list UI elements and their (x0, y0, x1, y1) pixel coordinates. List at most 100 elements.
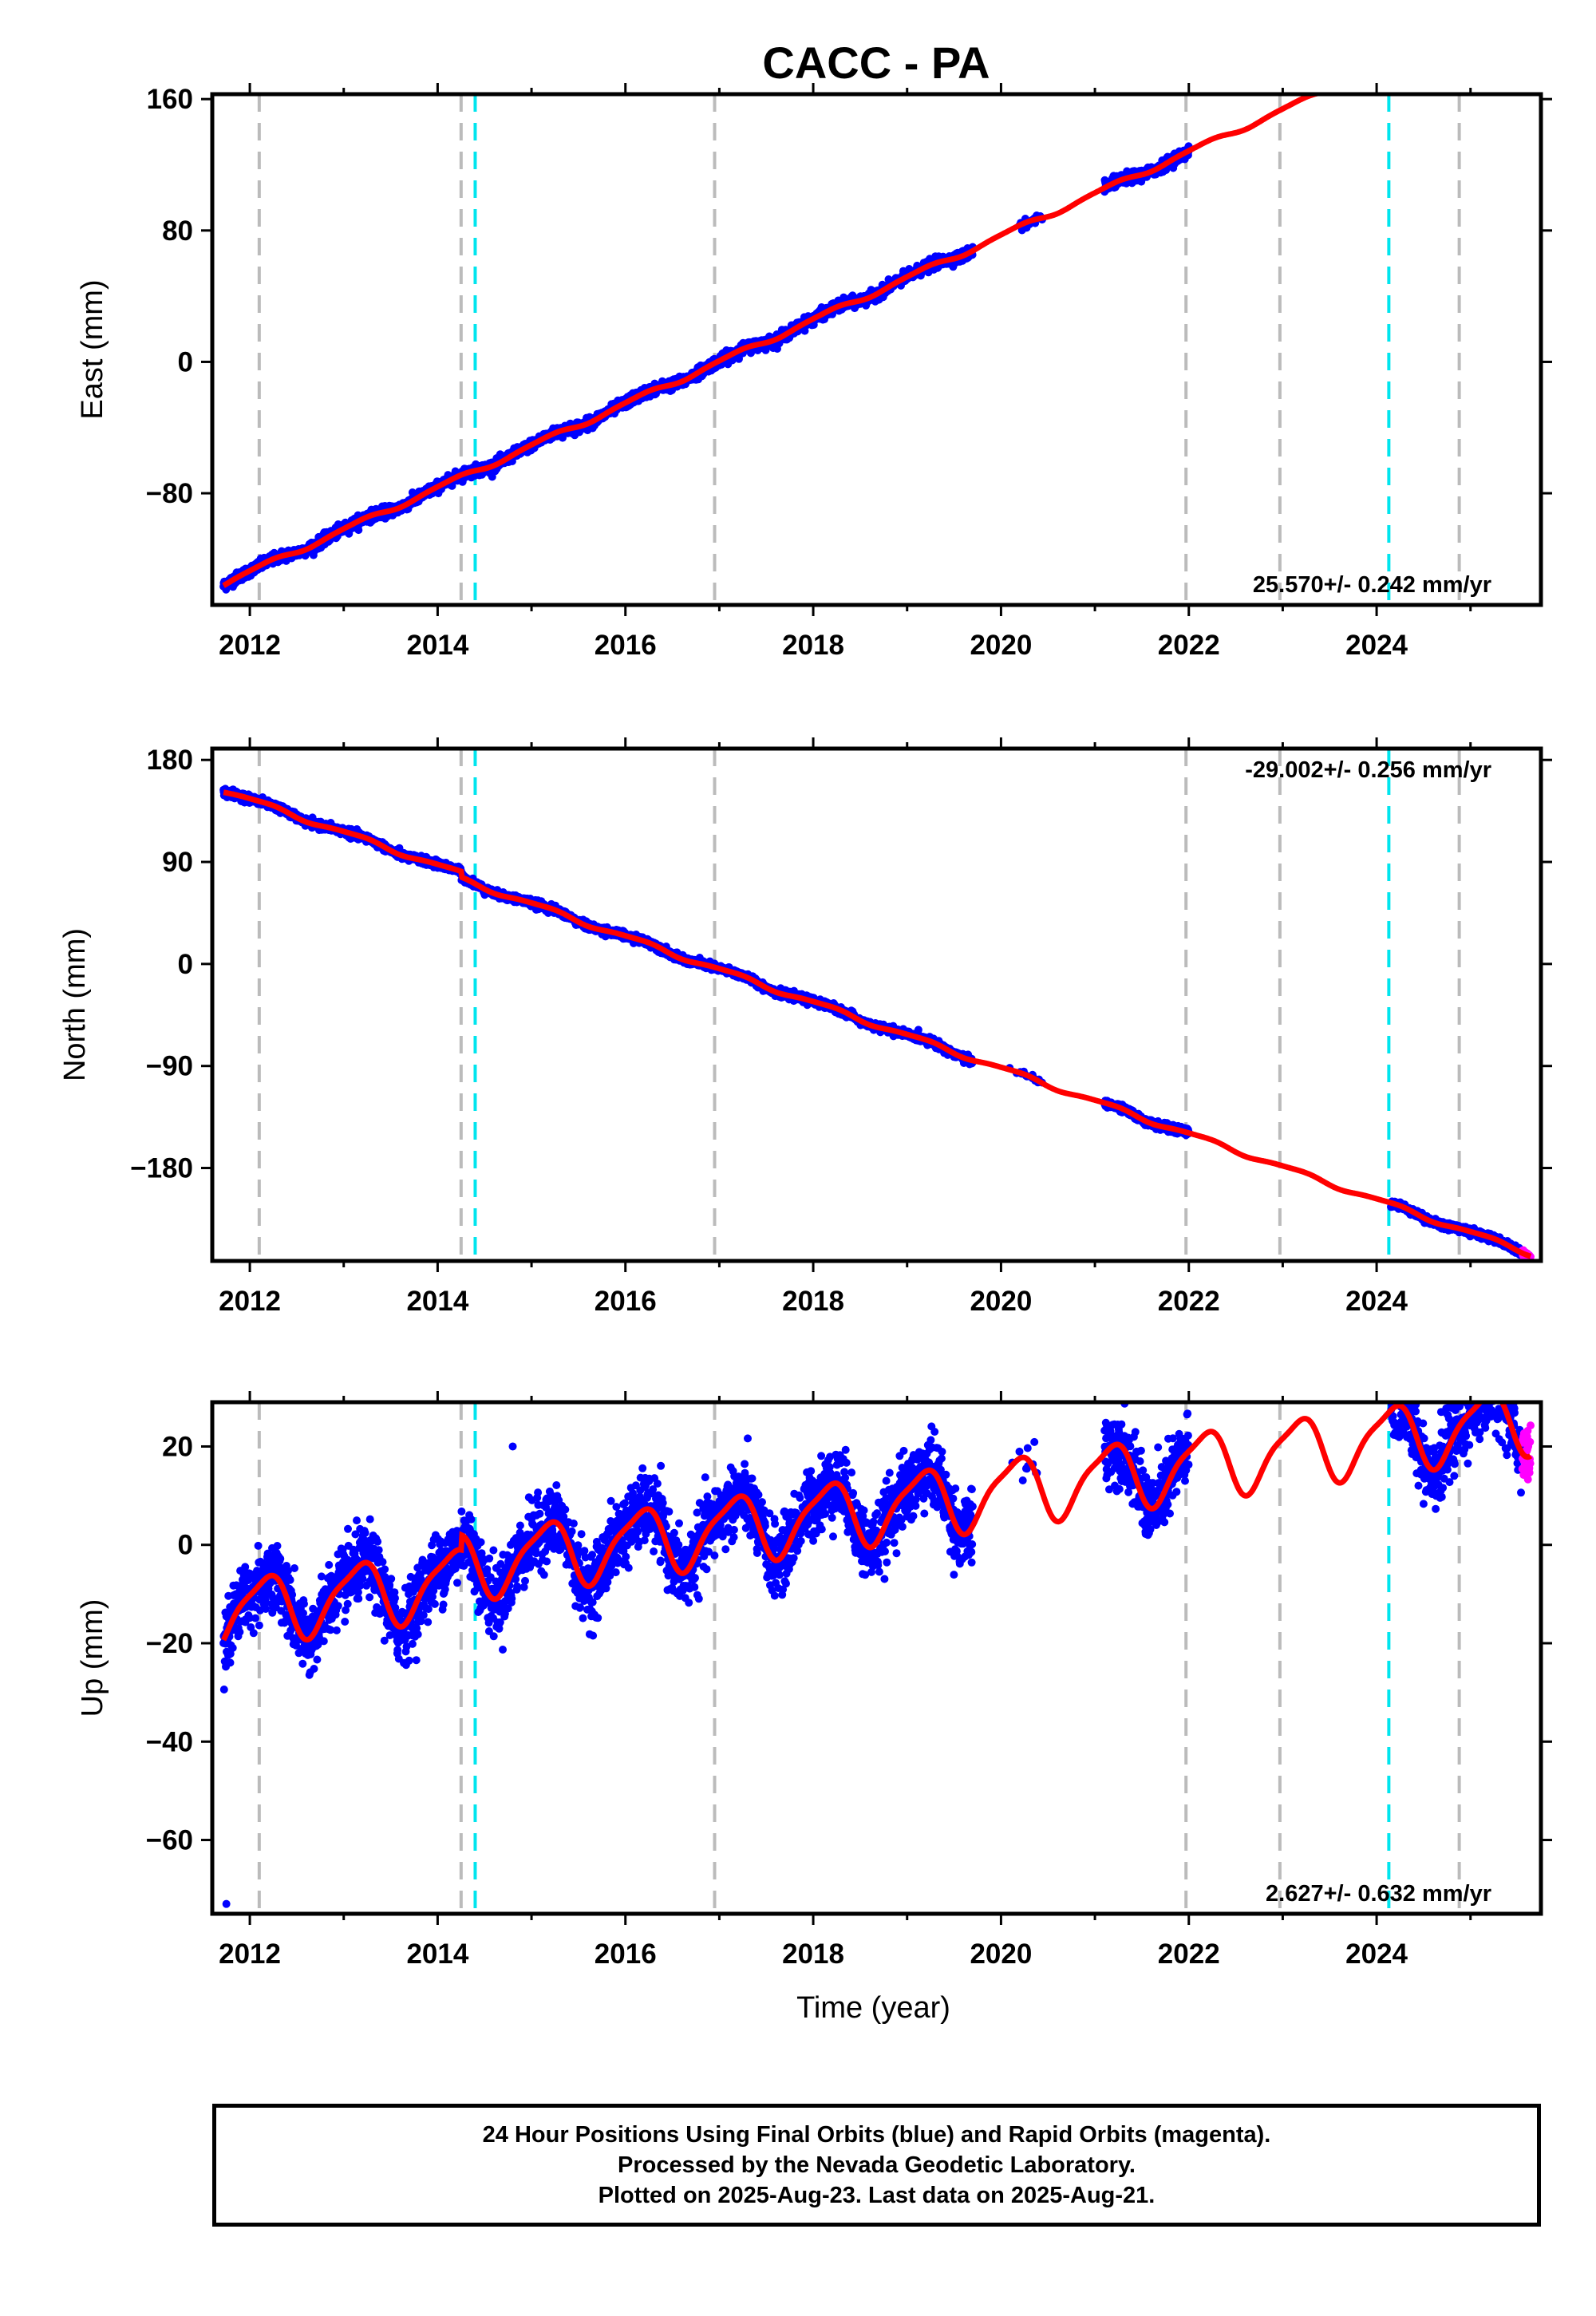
final-orbit-point (1491, 7, 1499, 15)
x-tick-label: 2022 (1158, 630, 1220, 661)
final-orbit-point (1442, 32, 1450, 40)
final-orbit-point (1467, 26, 1475, 34)
final-orbit-point (1452, 32, 1460, 40)
x-tick-label: 2014 (406, 630, 468, 661)
rapid-orbit-point (1527, 0, 1535, 6)
final-orbit-point (1419, 48, 1427, 56)
final-orbit-point (1403, 45, 1411, 53)
final-orbit-point (1515, 4, 1523, 12)
final-orbit-point (1462, 23, 1470, 31)
final-orbit-point (1419, 42, 1427, 50)
rapid-orbit-point (1519, 2, 1527, 10)
final-orbit-point (1459, 28, 1467, 36)
final-orbit-point (1407, 46, 1415, 54)
final-orbit-point (1493, 2, 1501, 10)
rapid-orbit-point (1526, 0, 1534, 7)
final-orbit-point (1511, 0, 1519, 7)
final-orbit-point (1505, 1, 1513, 9)
final-orbit-point (1491, 9, 1499, 17)
final-orbit-point (1430, 41, 1438, 49)
final-orbit-point (1447, 31, 1455, 39)
final-orbit-point (1484, 14, 1492, 22)
final-orbit-point (1399, 49, 1407, 57)
final-orbit-point (1490, 10, 1498, 18)
final-orbit-point (1492, 9, 1500, 17)
final-orbit-point (1470, 16, 1478, 24)
final-orbit-point (1448, 31, 1456, 39)
final-orbit-point (1440, 36, 1448, 44)
final-orbit-point (1431, 42, 1439, 50)
final-orbit-point (1517, 0, 1525, 6)
final-orbit-point (1509, 8, 1517, 16)
final-orbit-point (1458, 20, 1466, 28)
final-orbit-point (1432, 37, 1440, 45)
final-orbit-point (1512, 3, 1520, 11)
final-orbit-point (1479, 17, 1487, 25)
final-orbit-point (1505, 3, 1513, 11)
rapid-orbit-point (1521, 0, 1529, 8)
final-orbit-point (1496, 6, 1504, 14)
final-orbit-point (1439, 38, 1447, 46)
rapid-orbit-point (1519, 2, 1527, 10)
rapid-orbit-point (1525, 0, 1533, 7)
final-orbit-point (1509, 2, 1517, 10)
final-orbit-point (1392, 52, 1400, 60)
final-orbit-point (1446, 30, 1454, 38)
final-orbit-point (1452, 26, 1460, 34)
rapid-orbit-point (1522, 0, 1530, 7)
final-orbit-point (1436, 43, 1444, 51)
final-orbit-point (1487, 14, 1495, 22)
final-orbit-point (1453, 26, 1461, 34)
final-orbit-point (1460, 29, 1468, 37)
final-orbit-point (1511, 7, 1519, 15)
final-orbit-point (1398, 52, 1406, 60)
final-orbit-point (1416, 45, 1424, 53)
final-orbit-point (1448, 37, 1456, 45)
final-orbit-point (1491, 11, 1499, 19)
final-orbit-point (1517, 3, 1525, 11)
final-orbit-point (1481, 16, 1489, 24)
final-orbit-point (1408, 44, 1416, 52)
final-orbit-point (1506, 7, 1514, 15)
final-orbit-point (1451, 27, 1459, 35)
final-orbit-point (1511, 3, 1519, 11)
final-orbit-point (1462, 25, 1470, 33)
final-orbit-point (1471, 20, 1479, 28)
final-orbit-point (1486, 10, 1494, 18)
final-orbit-point (1483, 11, 1491, 19)
final-orbit-point (1464, 22, 1472, 30)
final-orbit-point (1473, 16, 1481, 24)
final-orbit-point (1476, 16, 1483, 24)
final-orbit-point (1440, 37, 1448, 45)
final-orbit-point (1486, 12, 1494, 20)
final-orbit-point (1454, 31, 1462, 39)
final-orbit-point (1427, 45, 1435, 53)
final-orbit-point (1420, 45, 1428, 53)
final-orbit-point (1458, 34, 1466, 42)
final-orbit-point (1424, 41, 1432, 49)
final-orbit-point (1387, 55, 1395, 63)
final-orbit-point (1408, 47, 1416, 55)
final-orbit-point (1418, 46, 1426, 54)
final-orbit-point (1480, 13, 1488, 21)
x-tick-label: 2024 (1345, 630, 1408, 661)
final-orbit-point (1483, 12, 1491, 20)
final-orbit-point (1499, 7, 1507, 15)
final-orbit-point (1481, 12, 1489, 20)
final-orbit-point (1416, 50, 1424, 58)
final-orbit-point (1389, 57, 1396, 65)
final-orbit-point (1439, 40, 1447, 48)
final-orbit-point (1406, 45, 1414, 53)
final-orbit-point (1450, 30, 1458, 38)
final-orbit-point (1432, 43, 1440, 51)
final-orbit-point (1425, 41, 1433, 49)
final-orbit-point (1493, 12, 1501, 20)
final-orbit-point (1452, 34, 1460, 41)
final-orbit-point (1430, 39, 1438, 47)
final-orbit-point (1497, 6, 1505, 14)
rapid-orbit-point (1519, 3, 1527, 11)
final-orbit-point (1468, 20, 1476, 28)
final-orbit-point (1476, 15, 1484, 23)
final-orbit-point (1495, 8, 1503, 16)
final-orbit-point (1404, 47, 1412, 55)
